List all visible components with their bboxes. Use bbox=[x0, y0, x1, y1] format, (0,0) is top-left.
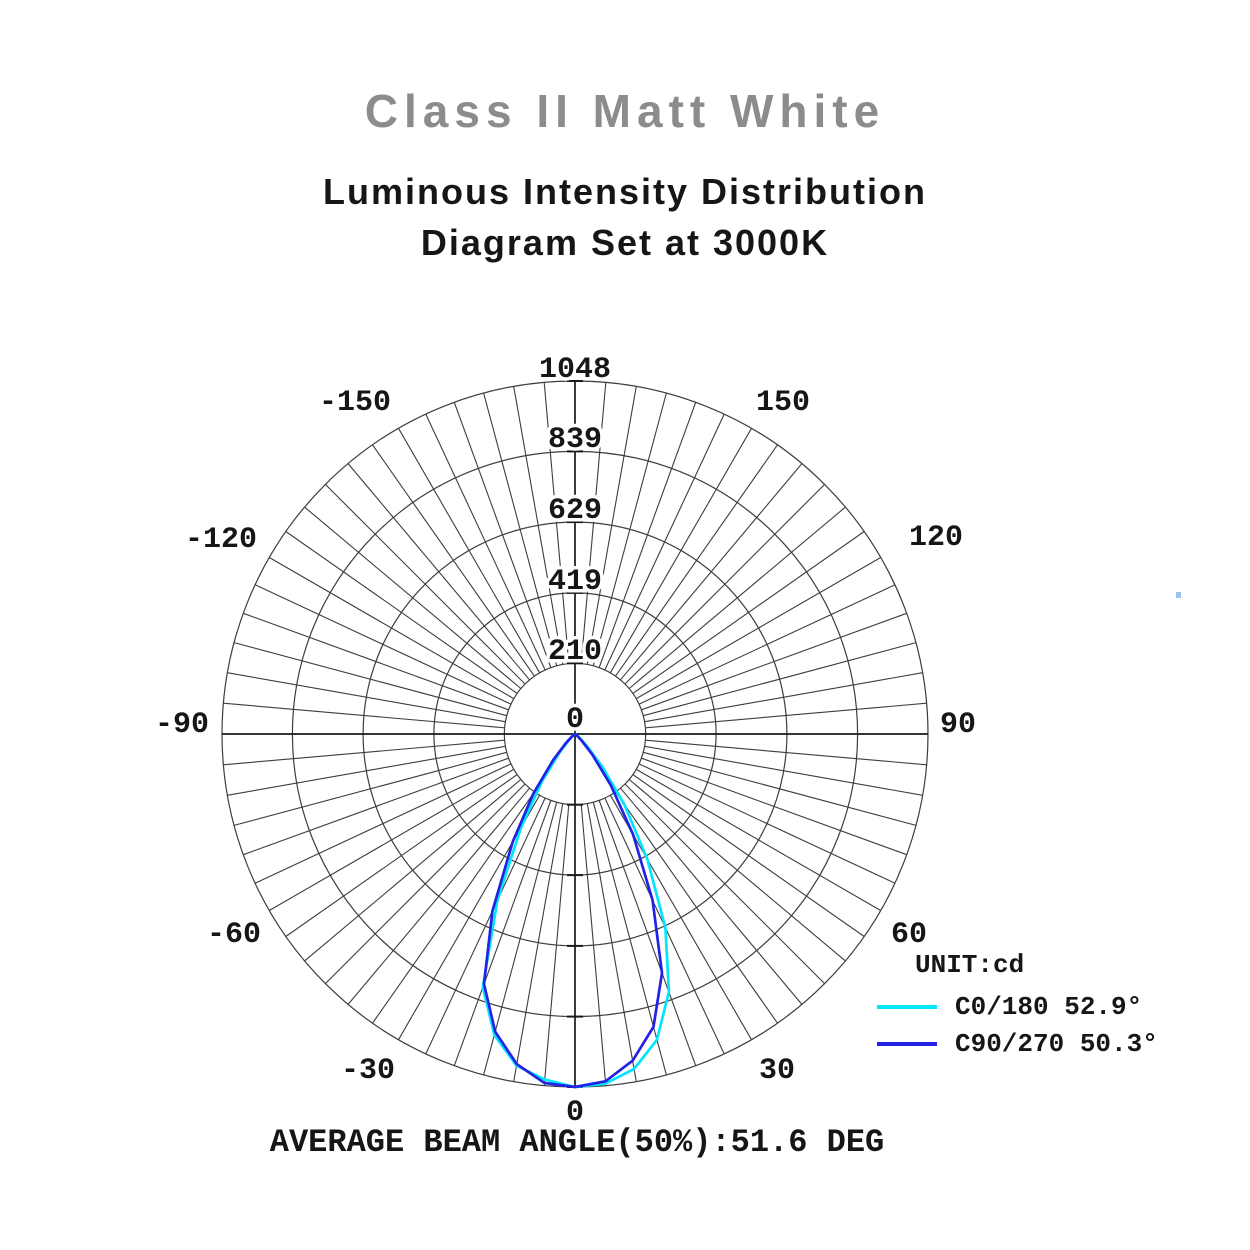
grid-spoke bbox=[643, 642, 917, 717]
grid-spoke bbox=[645, 702, 927, 729]
angle-label--120: -120 bbox=[185, 523, 257, 557]
angle-label-90: 90 bbox=[940, 708, 976, 742]
grid-spoke bbox=[223, 739, 505, 766]
grid-spoke bbox=[285, 531, 518, 694]
radial-tick-label: 419 bbox=[548, 565, 602, 599]
grid-spoke bbox=[233, 751, 507, 826]
angle-label--60: -60 bbox=[207, 918, 261, 952]
grid-spoke bbox=[453, 402, 552, 668]
angle-label-0: 0 bbox=[566, 1096, 584, 1130]
c0-180-line-swatch bbox=[877, 1004, 937, 1009]
subtitle-line2: Diagram Set at 3000K bbox=[420, 222, 830, 263]
grid-spoke bbox=[620, 463, 803, 681]
radial-tick-label: 629 bbox=[548, 494, 602, 528]
grid-spoke bbox=[233, 642, 507, 717]
grid-spoke bbox=[644, 745, 923, 796]
page-title: Class II Matt White bbox=[364, 85, 886, 137]
grid-spoke bbox=[453, 800, 552, 1066]
grid-spoke bbox=[586, 386, 637, 665]
grid-spoke bbox=[592, 802, 667, 1076]
subtitle-line1: Luminous Intensity Distribution bbox=[323, 171, 927, 212]
radial-tick-label: 210 bbox=[548, 635, 602, 669]
grid-spoke bbox=[643, 751, 917, 826]
grid-spoke bbox=[227, 672, 506, 723]
center-zero-label: 0 bbox=[566, 703, 584, 737]
grid-spoke bbox=[223, 702, 505, 729]
page-header: Class II Matt White Luminous Intensity D… bbox=[0, 84, 1250, 268]
grid-spoke bbox=[325, 484, 526, 685]
grid-spoke bbox=[628, 506, 846, 689]
grid-spoke bbox=[624, 783, 825, 984]
grid-spoke bbox=[543, 382, 570, 664]
grid-spoke bbox=[243, 612, 509, 711]
grid-spoke bbox=[592, 392, 667, 666]
grid-spoke bbox=[254, 584, 512, 705]
grid-spoke bbox=[543, 804, 570, 1086]
grid-spoke bbox=[347, 463, 530, 681]
grid-spoke bbox=[304, 779, 522, 962]
angle-label-120: 120 bbox=[909, 521, 963, 555]
grid-spoke bbox=[641, 612, 907, 711]
grid-spoke bbox=[628, 779, 846, 962]
grid-spoke bbox=[615, 444, 778, 677]
angle-label-30: 30 bbox=[759, 1054, 795, 1088]
grid-spoke bbox=[620, 787, 803, 1005]
grid-spoke bbox=[269, 768, 514, 911]
c90-270-line-swatch bbox=[877, 1041, 937, 1046]
legend-entry-c0-180-label: C0/180 52.9° bbox=[955, 991, 1143, 1022]
grid-spoke bbox=[372, 791, 535, 1024]
angle-label--90: -90 bbox=[155, 708, 209, 742]
grid-spoke bbox=[347, 787, 530, 1005]
legend-entry-c0-180: C0/180 52.9° bbox=[877, 988, 1158, 1025]
grid-spoke bbox=[636, 768, 881, 911]
grid-spoke bbox=[638, 584, 896, 705]
grid-spoke bbox=[598, 800, 697, 1066]
grid-spoke bbox=[615, 791, 778, 1024]
intensity-curve-c90-270 bbox=[482, 732, 664, 1089]
angle-label-60: 60 bbox=[891, 918, 927, 952]
radial-tick-label: 1048 bbox=[539, 353, 611, 387]
grid-spoke bbox=[636, 557, 881, 700]
grid-spoke bbox=[586, 803, 637, 1082]
grid-spoke bbox=[624, 484, 825, 685]
grid-spoke bbox=[304, 506, 522, 689]
grid-spoke bbox=[598, 402, 697, 668]
grid-spoke bbox=[632, 531, 865, 694]
grid-spoke bbox=[580, 804, 607, 1086]
grid-spoke bbox=[513, 386, 564, 665]
grid-spoke bbox=[632, 774, 865, 937]
grid-spoke bbox=[609, 428, 752, 673]
grid-spoke bbox=[580, 382, 607, 664]
grid-spoke bbox=[425, 413, 546, 671]
page-subtitle: Luminous Intensity Distribution Diagram … bbox=[0, 166, 1250, 268]
grid-spoke bbox=[285, 774, 518, 937]
grid-spoke bbox=[227, 745, 506, 796]
angle-label--30: -30 bbox=[341, 1054, 395, 1088]
grid-spoke bbox=[644, 672, 923, 723]
beam-angle-caption: AVERAGE BEAM ANGLE(50%):51.6 DEG bbox=[269, 1124, 885, 1161]
legend-entry-c90-270: C90/270 50.3° bbox=[877, 1025, 1158, 1062]
grid-spoke bbox=[254, 763, 512, 884]
grid-spoke bbox=[398, 428, 541, 673]
chart-legend: UNIT:cd C0/180 52.9° C90/270 50.3° bbox=[877, 950, 1158, 1062]
grid-spoke bbox=[604, 413, 725, 671]
radial-tick-label: 839 bbox=[548, 423, 602, 457]
grid-spoke bbox=[638, 763, 896, 884]
grid-spoke bbox=[325, 783, 526, 984]
grid-spoke bbox=[372, 444, 535, 677]
grid-spoke bbox=[645, 739, 927, 766]
angle-label--150: -150 bbox=[319, 386, 391, 420]
grid-spoke bbox=[243, 757, 509, 856]
angle-label-150: 150 bbox=[756, 386, 810, 420]
grid-spoke bbox=[269, 557, 514, 700]
grid-spoke bbox=[483, 392, 558, 666]
artifact-dot bbox=[1176, 592, 1181, 598]
legend-unit-label: UNIT:cd bbox=[915, 950, 1025, 980]
grid-spoke bbox=[425, 797, 546, 1055]
legend-entry-c90-270-label: C90/270 50.3° bbox=[955, 1028, 1158, 1059]
grid-spoke bbox=[641, 757, 907, 856]
grid-spoke bbox=[513, 803, 564, 1082]
